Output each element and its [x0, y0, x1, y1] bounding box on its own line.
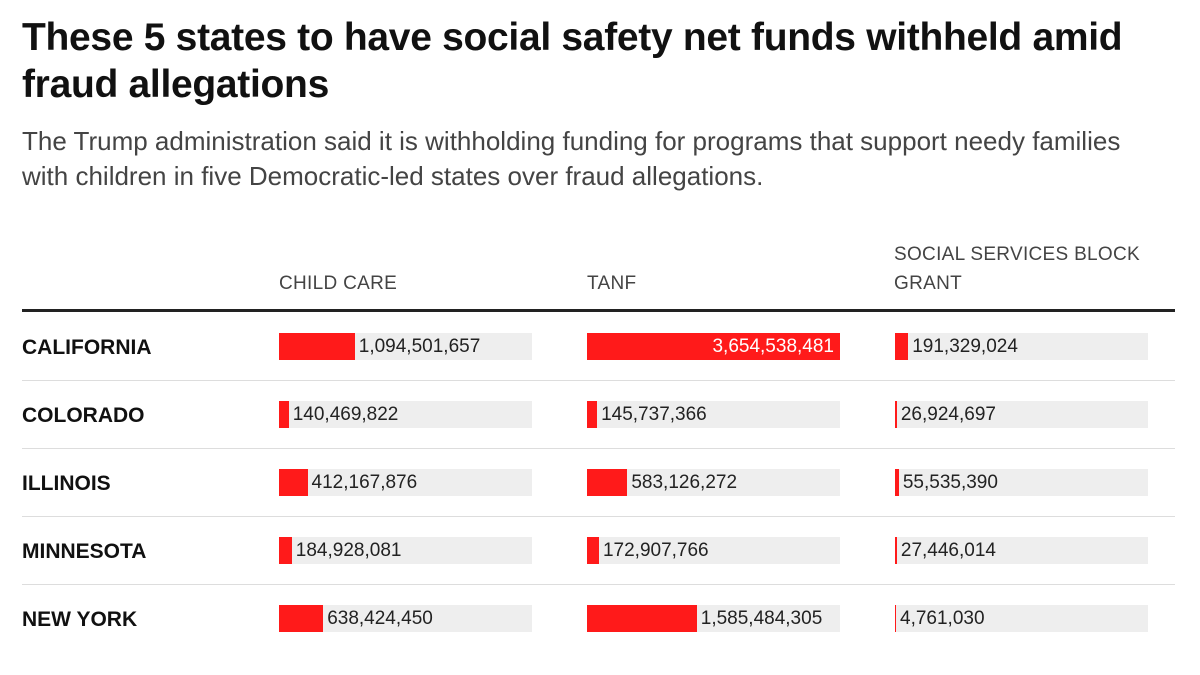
bar	[279, 605, 324, 632]
bar	[895, 469, 899, 496]
bar-track: 1,585,484,305	[587, 605, 840, 632]
bar-track: 172,907,766	[587, 537, 840, 564]
bar	[587, 401, 598, 428]
table-row: CALIFORNIA 1,094,501,657 3,654,538,481 191,…	[22, 312, 1175, 381]
table-row: MINNESOTA 184,928,081 172,907,766 27,446,01…	[22, 516, 1175, 585]
column-header-child-care: CHILD CARE	[279, 273, 398, 294]
column-header-tanf: TANF	[587, 273, 637, 294]
bar-track: 140,469,822	[279, 401, 532, 428]
value-label: 4,761,030	[900, 608, 985, 629]
bar-track: 3,654,538,481	[587, 333, 840, 360]
value-label: 172,907,766	[602, 540, 709, 561]
table-row: ILLINOIS 412,167,876 583,126,272 55,535,390	[22, 448, 1175, 517]
value-label: 412,167,876	[311, 472, 418, 493]
bar-track: 26,924,697	[895, 401, 1148, 428]
bar-track: 184,928,081	[279, 537, 532, 564]
column-header-ssbg: SOCIAL SERVICES BLOCK GRANT	[894, 244, 1140, 294]
bar	[587, 469, 628, 496]
bar-track: 145,737,366	[587, 401, 840, 428]
value-label: 191,329,024	[912, 336, 1018, 357]
bar	[279, 469, 308, 496]
bar	[279, 333, 355, 360]
value-label: 1,094,501,657	[358, 336, 481, 357]
bar-track: 638,424,450	[279, 605, 532, 632]
state-label: NEW YORK	[22, 608, 138, 631]
state-label: MINNESOTA	[22, 540, 147, 563]
value-label: 1,585,484,305	[700, 608, 823, 629]
value-label: 583,126,272	[631, 472, 738, 493]
value-label: 27,446,014	[900, 540, 996, 561]
state-label: CALIFORNIA	[22, 336, 152, 359]
value-label: 3,654,538,481	[712, 336, 834, 357]
bar-track: 583,126,272	[587, 469, 840, 496]
bar-track: 191,329,024	[895, 333, 1148, 360]
bar	[587, 537, 599, 564]
header-rule	[22, 309, 1175, 312]
bar-track: 412,167,876	[279, 469, 532, 496]
state-label: COLORADO	[22, 404, 145, 427]
bar	[895, 605, 896, 632]
value-label: 55,535,390	[902, 472, 998, 493]
state-label: ILLINOIS	[22, 472, 111, 495]
value-label: 184,928,081	[295, 540, 402, 561]
page-title: These 5 states to have social safety net…	[22, 16, 1123, 106]
subtitle: The Trump administration said it is with…	[22, 126, 1121, 191]
bar	[895, 401, 897, 428]
bar	[895, 537, 897, 564]
table-row: COLORADO 140,469,822 145,737,366 26,924,697	[22, 380, 1175, 449]
bar	[587, 605, 697, 632]
bar-track: 27,446,014	[895, 537, 1148, 564]
bar	[279, 537, 292, 564]
bar-track: 55,535,390	[895, 469, 1148, 496]
value-label: 145,737,366	[601, 404, 707, 425]
value-label: 638,424,450	[327, 608, 433, 629]
bar	[587, 333, 840, 360]
bar-track: 4,761,030	[895, 605, 1148, 632]
value-label: 140,469,822	[292, 404, 399, 425]
bar-track: 1,094,501,657	[279, 333, 532, 360]
bar	[895, 333, 909, 360]
value-label: 26,924,697	[900, 404, 996, 425]
bar	[279, 401, 289, 428]
table-row: NEW YORK 638,424,450 1,585,484,305 4,761,03…	[22, 584, 1175, 652]
